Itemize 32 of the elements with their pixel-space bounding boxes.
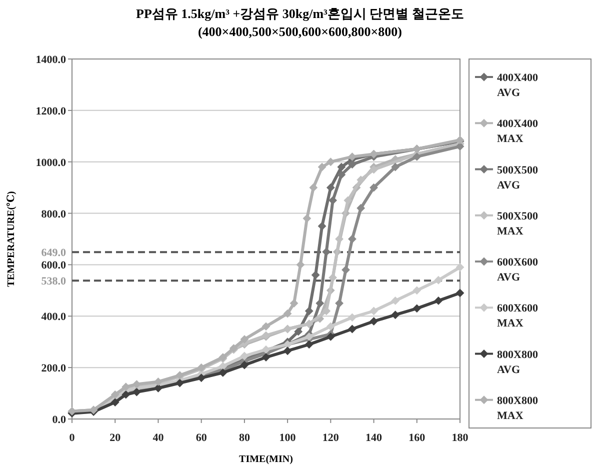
- y-tick-label: 800.0: [41, 208, 66, 220]
- y-tick-label: 1400.0: [36, 54, 66, 66]
- chart-subtitle: (400×400,500×500,600×600,800×800): [198, 24, 402, 39]
- legend-label: 800X800 MAX: [497, 394, 541, 422]
- x-tick-label: 40: [152, 432, 164, 444]
- legend-label: 500X500 MAX: [497, 210, 541, 238]
- x-tick-label: 100: [279, 432, 296, 444]
- legend-label: 800X800 AVG: [497, 348, 541, 376]
- x-tick-label: 60: [196, 432, 208, 444]
- x-tick-label: 160: [408, 432, 426, 444]
- x-tick-label: 20: [110, 432, 122, 444]
- y-tick-label: 400.0: [41, 311, 66, 324]
- legend-label: 600X600 MAX: [497, 302, 541, 330]
- legend-label: 500X500 AVG: [497, 164, 541, 192]
- x-tick-label: 80: [238, 432, 250, 444]
- y-tick-label: 1000.0: [36, 156, 66, 169]
- x-tick-label: 140: [366, 432, 383, 444]
- y-tick-label: 1200.0: [36, 105, 66, 118]
- y-axis-title: TEMPERATURE(℃): [6, 191, 17, 287]
- x-axis-title: TIME(MIN): [239, 454, 293, 465]
- x-tick-label: 180: [452, 432, 469, 444]
- legend-label: 600X600 AVG: [497, 256, 541, 284]
- y-tick-label: 0.0: [52, 414, 66, 426]
- y-tick-label: 200.0: [41, 362, 66, 375]
- chart-title: PP섬유 1.5kg/m³ +강섬유 30kg/m³혼입시 단면별 철근온도: [136, 6, 464, 21]
- ref-line-label: 649.0: [41, 247, 66, 260]
- legend-label: 400X400 AVG: [497, 72, 541, 99]
- y-tick-label: 600.0: [41, 260, 66, 272]
- legend-label: 400X400 MAX: [497, 118, 541, 146]
- x-tick-label: 120: [322, 432, 340, 444]
- x-tick-label: 0: [69, 432, 76, 444]
- ref-line-label: 538.0: [41, 276, 66, 288]
